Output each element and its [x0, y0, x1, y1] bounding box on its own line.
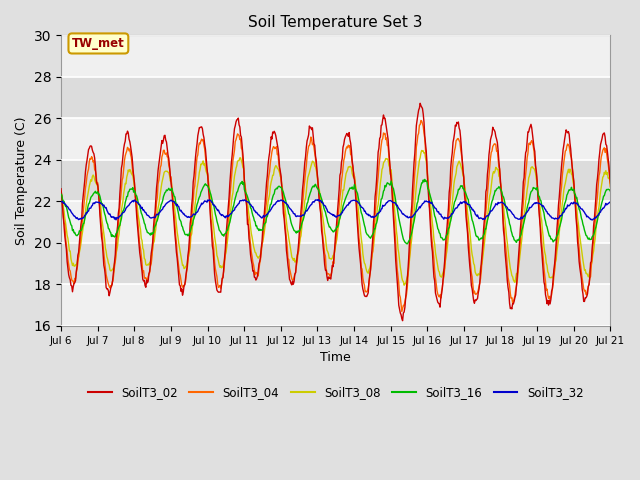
- X-axis label: Time: Time: [321, 351, 351, 364]
- Legend: SoilT3_02, SoilT3_04, SoilT3_08, SoilT3_16, SoilT3_32: SoilT3_02, SoilT3_04, SoilT3_08, SoilT3_…: [83, 381, 588, 404]
- Title: Soil Temperature Set 3: Soil Temperature Set 3: [248, 15, 423, 30]
- Y-axis label: Soil Temperature (C): Soil Temperature (C): [15, 116, 28, 245]
- Bar: [61, 243, 611, 284]
- Bar: [61, 36, 611, 77]
- Bar: [61, 119, 611, 160]
- Bar: [61, 284, 611, 326]
- Bar: [61, 77, 611, 119]
- Bar: [61, 160, 611, 201]
- Bar: [61, 201, 611, 243]
- Text: TW_met: TW_met: [72, 37, 125, 50]
